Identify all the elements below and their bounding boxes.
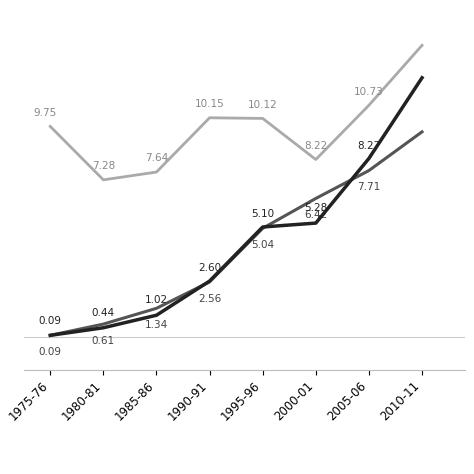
- Text: 8.22: 8.22: [304, 141, 328, 151]
- Text: 5.04: 5.04: [251, 240, 274, 250]
- Text: 5.10: 5.10: [251, 210, 274, 219]
- Text: 0.44: 0.44: [92, 308, 115, 318]
- Text: 5.28: 5.28: [304, 203, 328, 213]
- Text: 10.12: 10.12: [248, 100, 278, 110]
- Text: 0.61: 0.61: [92, 336, 115, 346]
- Text: 1.34: 1.34: [145, 320, 168, 330]
- Text: 0.09: 0.09: [39, 316, 62, 326]
- Text: 10.73: 10.73: [354, 87, 384, 97]
- Text: 7.28: 7.28: [92, 161, 115, 171]
- Text: 7.64: 7.64: [145, 154, 168, 164]
- Text: 1.02: 1.02: [145, 295, 168, 305]
- Text: 8.27: 8.27: [357, 141, 381, 151]
- Text: 0.09: 0.09: [39, 347, 62, 357]
- Text: 2.60: 2.60: [198, 264, 221, 273]
- Text: 7.71: 7.71: [357, 182, 381, 192]
- Text: 2.56: 2.56: [198, 294, 221, 304]
- Text: 9.75: 9.75: [33, 108, 56, 118]
- Text: 6.42: 6.42: [304, 210, 328, 220]
- Text: 10.15: 10.15: [195, 99, 225, 109]
- Legend: Area (Mha), Production (MT), Yield (q/h: Area (Mha), Production (MT), Yield (q/h: [48, 473, 396, 474]
